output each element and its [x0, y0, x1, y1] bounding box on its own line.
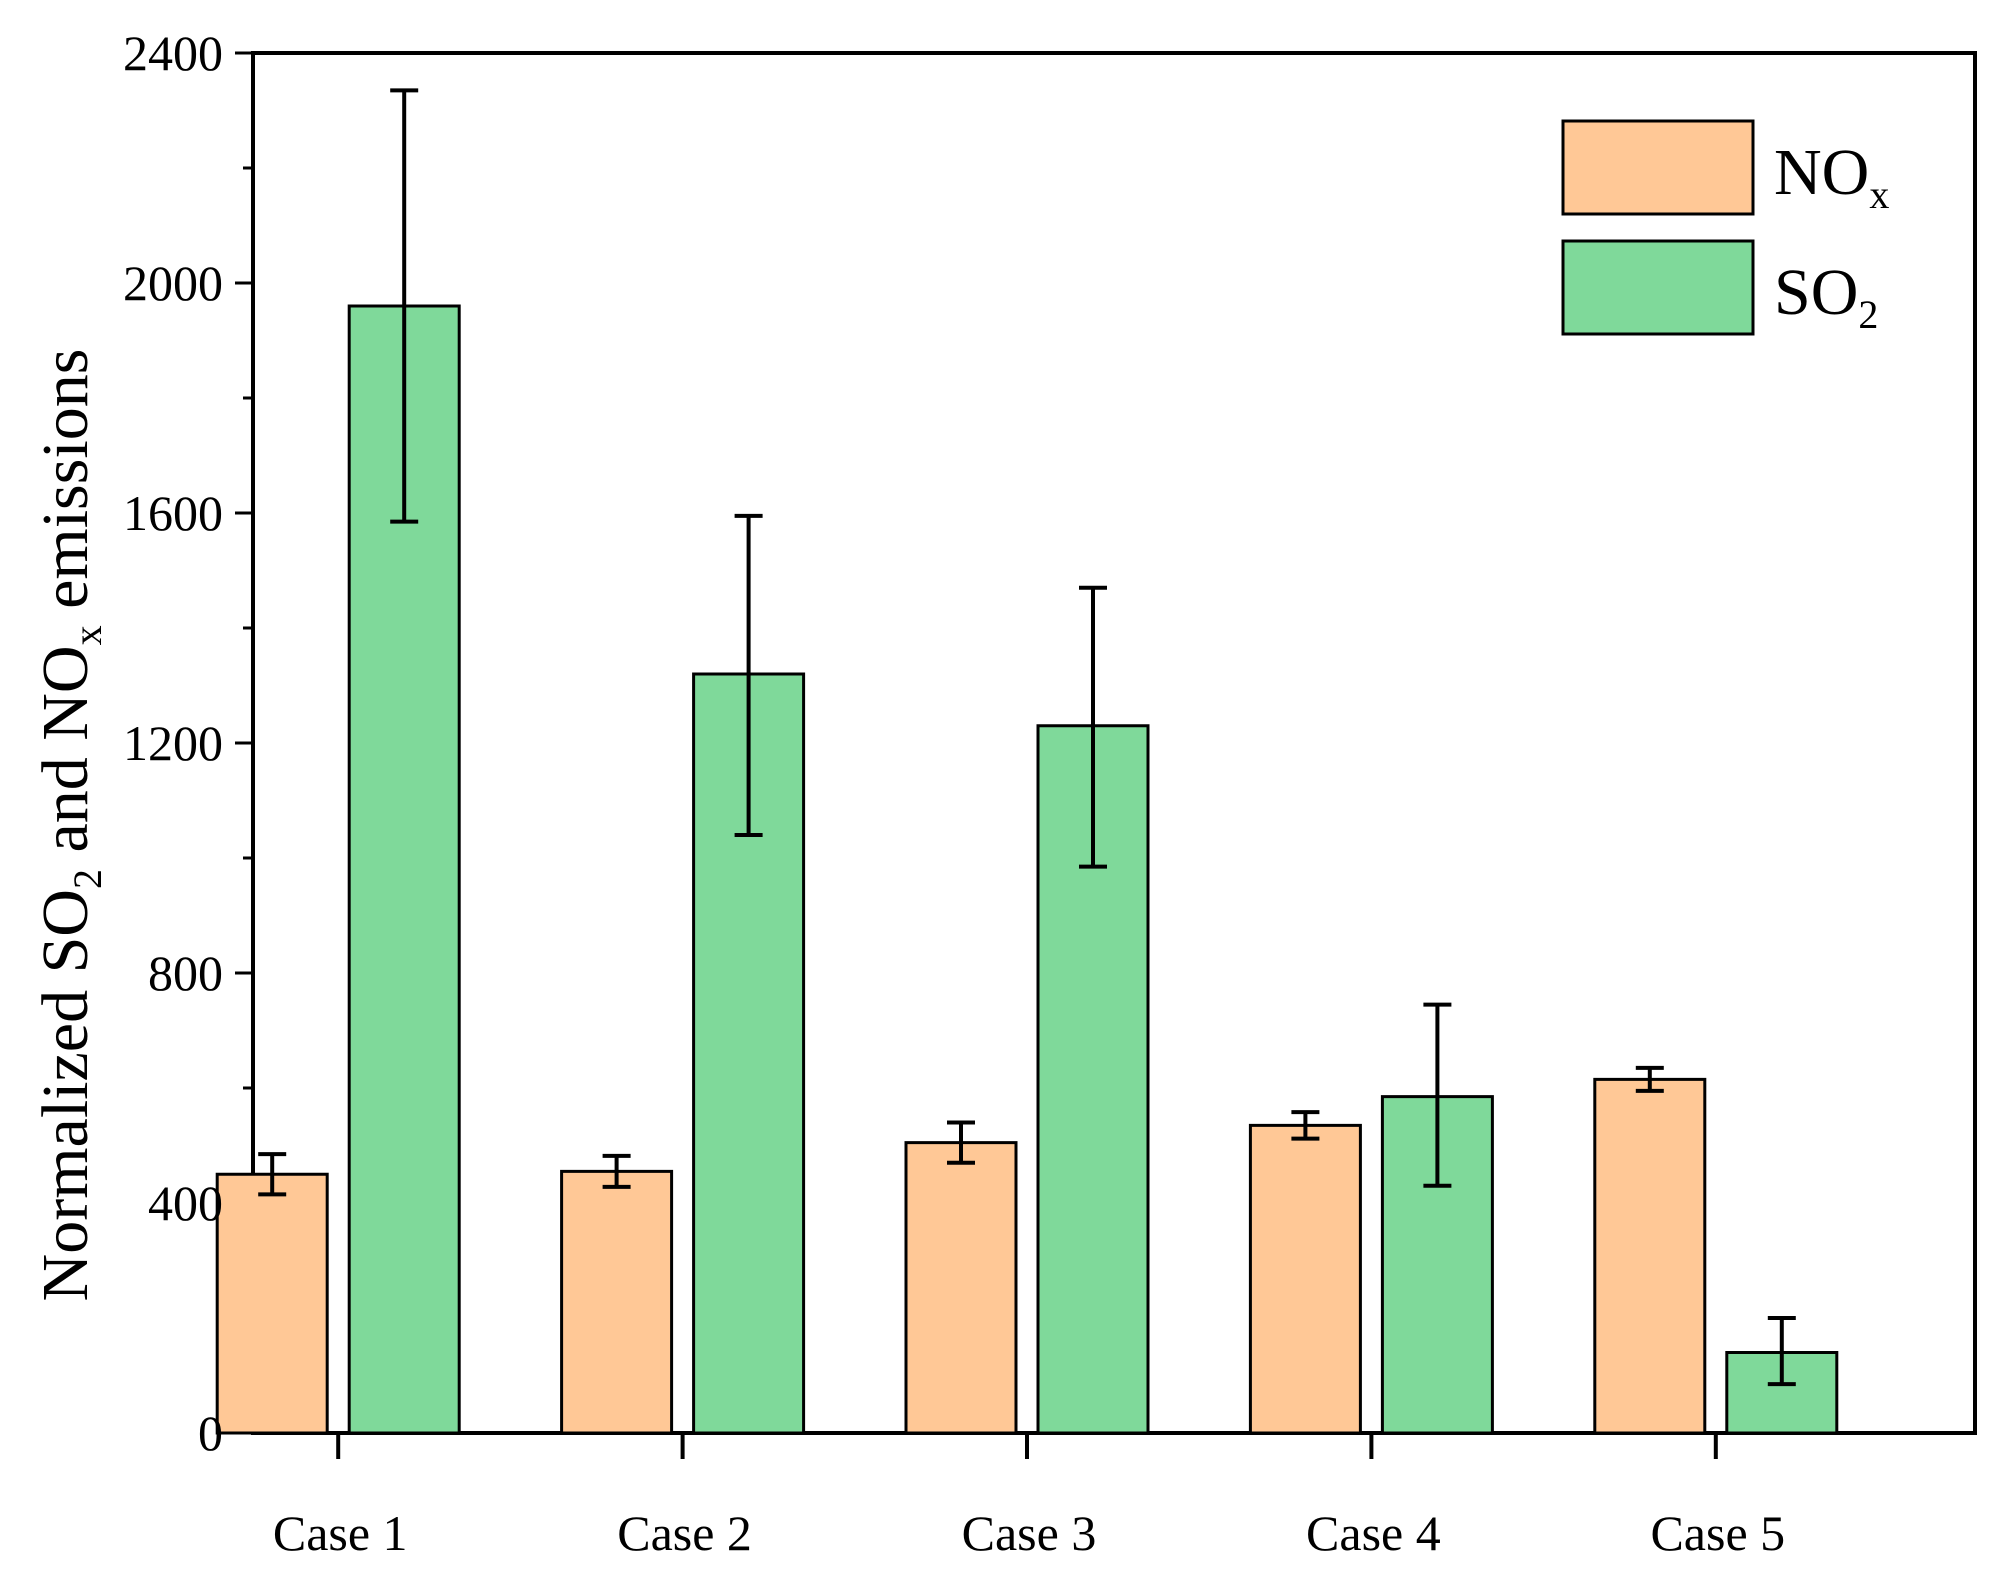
y-tick-label: 400: [148, 1175, 223, 1231]
y-tick-label: 1600: [123, 485, 223, 541]
x-tick-label: Case 2: [617, 1505, 752, 1561]
y-tick-label: 0: [198, 1405, 223, 1461]
legend: NOx SO2: [1561, 119, 1889, 337]
x-tick-label: Case 4: [1306, 1505, 1441, 1561]
tick-labels: 0 400 800 1200 1600 2000 2400 Case 1 Case 2 Case …: [123, 25, 1785, 1561]
legend-swatch-so2: [1561, 239, 1755, 336]
bar-nox-4: [1248, 1123, 1362, 1435]
y-axis-title: Normalized SO2 and NOx emissions: [29, 349, 110, 1302]
legend-label-nox: NOx: [1774, 136, 1889, 217]
x-tick-label: Case 3: [962, 1505, 1097, 1561]
y-tick-label: 800: [148, 945, 223, 1001]
x-tick-label: Case 5: [1650, 1505, 1785, 1561]
y-tick-label: 2000: [123, 255, 223, 311]
bar-nox-5: [1593, 1077, 1707, 1435]
bar-nox-1: [215, 1172, 329, 1435]
x-tick-label: Case 1: [273, 1505, 408, 1561]
legend-label-so2: SO2: [1774, 256, 1878, 337]
bar-nox-2: [560, 1169, 674, 1435]
bars: [215, 88, 1839, 1435]
legend-swatch-nox: [1561, 119, 1755, 216]
y-tick-label: 2400: [123, 25, 223, 81]
bar-nox-3: [904, 1141, 1018, 1435]
y-tick-label: 1200: [123, 715, 223, 771]
